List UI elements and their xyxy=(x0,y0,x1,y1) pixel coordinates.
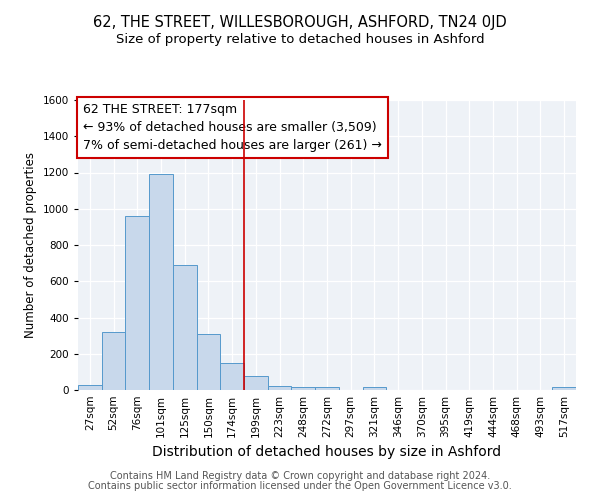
Bar xyxy=(102,332,125,390)
Y-axis label: Number of detached properties: Number of detached properties xyxy=(24,152,37,338)
Text: Size of property relative to detached houses in Ashford: Size of property relative to detached ho… xyxy=(116,32,484,46)
Bar xyxy=(362,388,386,390)
Bar xyxy=(197,334,220,390)
Bar xyxy=(244,376,268,390)
Bar xyxy=(125,216,149,390)
Bar xyxy=(292,388,315,390)
Bar xyxy=(268,386,292,390)
Text: Contains public sector information licensed under the Open Government Licence v3: Contains public sector information licen… xyxy=(88,481,512,491)
Bar xyxy=(552,388,576,390)
Bar xyxy=(173,265,197,390)
Bar xyxy=(78,386,102,390)
Bar xyxy=(149,174,173,390)
Text: 62, THE STREET, WILLESBOROUGH, ASHFORD, TN24 0JD: 62, THE STREET, WILLESBOROUGH, ASHFORD, … xyxy=(93,15,507,30)
Bar xyxy=(220,363,244,390)
X-axis label: Distribution of detached houses by size in Ashford: Distribution of detached houses by size … xyxy=(152,446,502,460)
Text: Contains HM Land Registry data © Crown copyright and database right 2024.: Contains HM Land Registry data © Crown c… xyxy=(110,471,490,481)
Text: 62 THE STREET: 177sqm
← 93% of detached houses are smaller (3,509)
7% of semi-de: 62 THE STREET: 177sqm ← 93% of detached … xyxy=(83,103,382,152)
Bar xyxy=(315,388,339,390)
